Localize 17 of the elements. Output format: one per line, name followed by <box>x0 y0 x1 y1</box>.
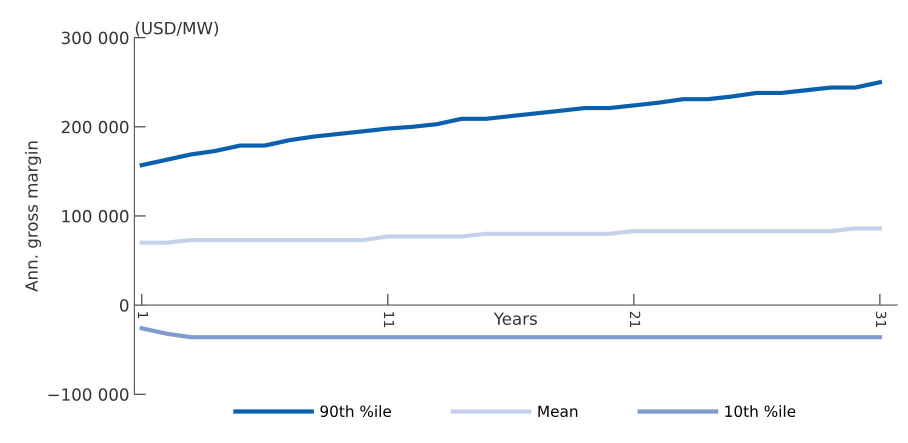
legend-label: Mean <box>538 406 578 418</box>
line-series <box>140 226 882 245</box>
y-tick-label: −100 000 <box>48 388 128 401</box>
legend-label: 90th %ile <box>320 405 391 418</box>
y-tick-label: 200 000 <box>62 120 128 134</box>
legend-label: 10th %ile <box>725 405 796 418</box>
text: (USD/MW) <box>136 22 218 36</box>
x-axis-title: Years <box>494 312 537 325</box>
x-tick-label: 1 <box>138 312 148 318</box>
x-tick-label: 31 <box>876 312 886 328</box>
y-tick-label: 100 000 <box>62 210 128 223</box>
y-tick-label: 0 <box>120 299 128 312</box>
y-axis-title: Ann. gross margin <box>24 141 42 292</box>
x-tick-label: 11 <box>384 312 394 328</box>
line-series <box>140 80 882 168</box>
x-tick-label: 21 <box>630 312 640 328</box>
y-tick-label: 300 000 <box>62 32 128 44</box>
